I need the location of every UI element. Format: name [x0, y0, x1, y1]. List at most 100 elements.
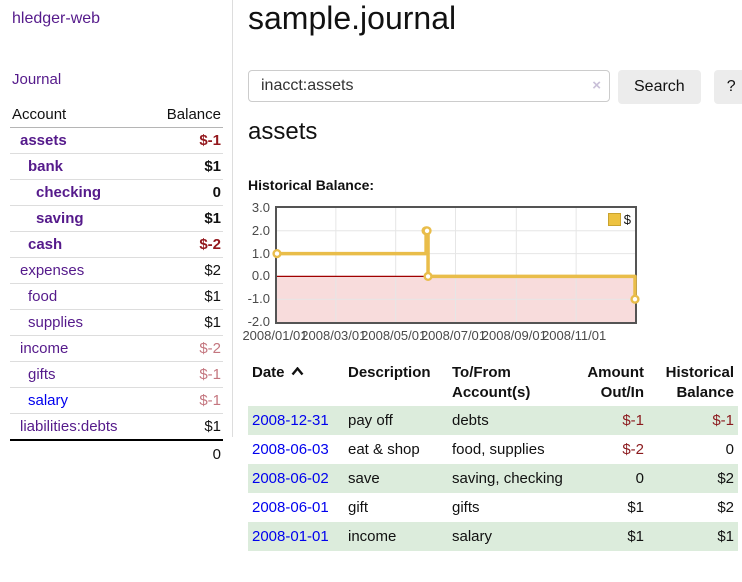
- transaction-amount: $1: [627, 499, 644, 516]
- transaction-accounts: debts: [452, 412, 489, 429]
- page-title: sample.journal: [248, 0, 457, 36]
- chart-plot-area[interactable]: $: [272, 206, 640, 324]
- register-column-header[interactable]: Date: [248, 360, 344, 406]
- transaction-amount: $1: [627, 528, 644, 545]
- y-axis-tick-label: 3.0: [251, 200, 270, 215]
- y-axis-tick-label: -1.0: [247, 291, 270, 307]
- sort-ascending-icon: [291, 367, 303, 376]
- transaction-date-link[interactable]: 2008-06-03: [252, 441, 329, 458]
- account-balance: $-1: [199, 132, 221, 149]
- transaction-balance: $-1: [712, 412, 734, 429]
- transaction-accounts: gifts: [452, 499, 480, 516]
- account-row: gifts $-1: [10, 361, 223, 388]
- historical-balance-chart: $ 3.0 2.0 1.0 0.0 -1.0 -2.0 2008/01/01 2008/03/…: [240, 200, 742, 348]
- account-balance: $1: [149, 205, 223, 232]
- account-link-assets[interactable]: assets: [20, 132, 67, 149]
- register-column-header: Description: [348, 364, 431, 381]
- account-link-cash[interactable]: cash: [28, 236, 63, 253]
- x-axis-tick-label: 2008/11/01: [542, 328, 607, 343]
- transaction-description: save: [348, 470, 380, 487]
- account-balance: $1: [149, 309, 223, 336]
- x-axis-tick-label: 2008/07/01: [420, 328, 487, 343]
- transaction-date-link[interactable]: 2008-01-01: [252, 528, 329, 545]
- legend-label: $: [623, 212, 631, 227]
- account-link-supplies[interactable]: supplies: [28, 314, 84, 331]
- transaction-date-link[interactable]: 2008-12-31: [252, 412, 329, 429]
- account-row: bank $1: [10, 153, 223, 180]
- register-table: Date Description To/From Account(s) Amount Ou…: [248, 360, 738, 551]
- transaction-description: eat & shop: [348, 441, 420, 458]
- help-button[interactable]: ?: [713, 70, 742, 104]
- data-point-marker: [272, 248, 282, 259]
- register-column-header: Historical Balance: [665, 364, 734, 401]
- account-balance: $1: [149, 283, 223, 310]
- search-input-wrap: ×: [248, 70, 610, 102]
- transaction-amount: $-2: [622, 441, 644, 458]
- account-link-income[interactable]: income: [20, 340, 69, 357]
- account-link-food[interactable]: food: [28, 288, 58, 305]
- sidebar: hledger-web Journal Account Balance asse…: [0, 0, 233, 468]
- search-form: × Search ?: [248, 70, 742, 104]
- account-balance: $1: [149, 153, 223, 180]
- sidebar-item-journal[interactable]: Journal: [12, 71, 62, 88]
- y-axis-tick-label: 1.0: [251, 245, 270, 261]
- data-point-marker: [422, 226, 432, 236]
- clear-search-icon[interactable]: ×: [592, 77, 601, 94]
- account-link-salary[interactable]: salary: [28, 392, 69, 409]
- accounts-table: Account Balance assets $-1 bank $1 checking 0…: [10, 103, 223, 468]
- search-input[interactable]: [248, 70, 610, 102]
- account-link-liabilities-debts[interactable]: liabilities:debts: [20, 418, 118, 435]
- transaction-balance: $1: [717, 528, 734, 545]
- account-balance: $2: [149, 257, 223, 284]
- legend-color-box-icon: [607, 213, 621, 226]
- register-column-header: To/From Account(s): [452, 364, 531, 401]
- register-row: 2008-06-03 eat & shop food, supplies $-2 0: [248, 435, 738, 464]
- transaction-amount: $-1: [622, 412, 644, 429]
- account-balance: $-2: [149, 335, 223, 362]
- chart-legend: $: [607, 212, 631, 227]
- register-row: 2008-06-02 save saving, checking 0 $2: [248, 464, 738, 493]
- register-table-header: Date Description To/From Account(s) Amount Ou…: [248, 360, 738, 406]
- x-axis-tick-label: 2008/03/01: [301, 328, 367, 343]
- transaction-description: income: [348, 528, 397, 545]
- transaction-accounts: saving, checking: [452, 470, 563, 487]
- transaction-accounts: salary: [452, 528, 493, 545]
- search-button[interactable]: Search: [618, 70, 701, 104]
- register-row: 2008-01-01 income salary $1 $1: [248, 522, 738, 551]
- y-axis-tick-label: -2.0: [247, 314, 270, 329]
- x-axis-tick-label: 2008/01/01: [242, 328, 308, 343]
- account-row: saving $1: [10, 205, 223, 232]
- account-row: checking 0: [10, 179, 223, 206]
- x-axis-tick-label: 2008/05/01: [361, 328, 427, 343]
- y-axis-tick-label: 2.0: [251, 222, 270, 238]
- accounts-header-account: Account: [10, 103, 150, 128]
- register-row: 2008-12-31 pay off debts $-1 $-1: [248, 406, 738, 435]
- account-link-bank[interactable]: bank: [28, 158, 64, 175]
- y-axis-tick-label: 0.0: [251, 268, 270, 284]
- app-brand-link[interactable]: hledger-web: [12, 10, 101, 27]
- account-link-gifts[interactable]: gifts: [28, 366, 56, 383]
- transaction-description: gift: [348, 499, 369, 516]
- chart-svg: [272, 208, 640, 322]
- data-point-marker: [423, 271, 433, 282]
- accounts-total: 0: [149, 439, 223, 468]
- transaction-balance: $2: [717, 499, 734, 516]
- register-column-header: Amount Out/In: [587, 364, 644, 401]
- data-point-marker: [630, 294, 640, 304]
- transaction-date-link[interactable]: 2008-06-02: [252, 470, 329, 487]
- transaction-amount: 0: [635, 470, 644, 487]
- account-row: supplies $1: [10, 309, 223, 336]
- account-row: food $1: [10, 283, 223, 310]
- account-balance: $1: [149, 413, 223, 440]
- account-link-checking[interactable]: checking: [36, 184, 102, 201]
- transaction-description: pay off: [348, 412, 393, 429]
- transaction-balance: 0: [725, 441, 734, 458]
- account-balance: $-2: [149, 231, 223, 258]
- account-balance: 0: [149, 179, 223, 206]
- account-link-expenses[interactable]: expenses: [20, 262, 85, 279]
- account-row: cash $-2: [10, 231, 223, 258]
- account-balance: $-1: [149, 387, 223, 414]
- transaction-date-link[interactable]: 2008-06-01: [252, 499, 329, 516]
- account-row: salary $-1: [10, 387, 223, 414]
- account-link-saving[interactable]: saving: [36, 210, 84, 227]
